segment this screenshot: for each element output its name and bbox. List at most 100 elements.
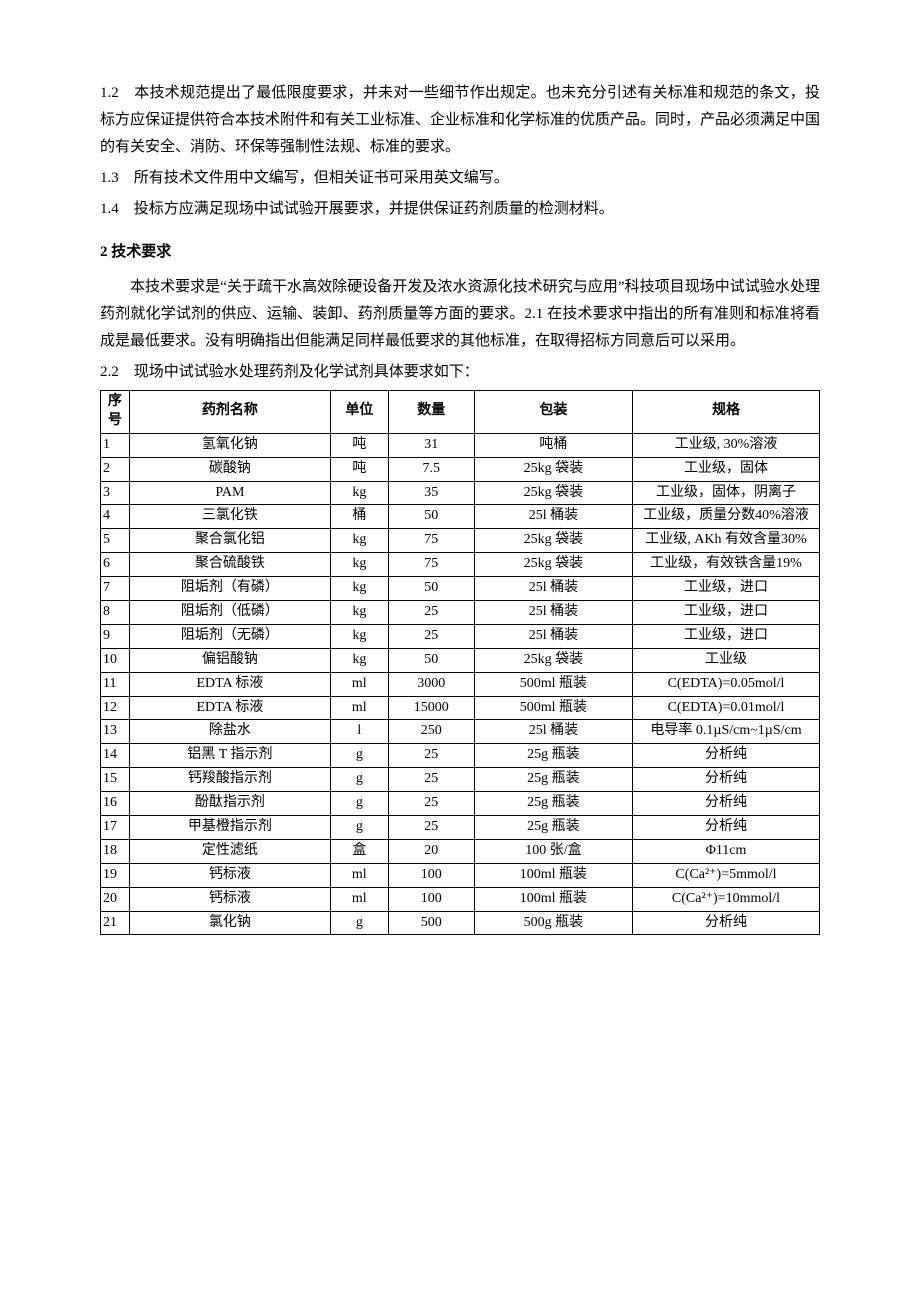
table-row: 16酚酞指示剂g2525g 瓶装分析纯: [101, 792, 820, 816]
cell-name: 钙羧酸指示剂: [129, 768, 330, 792]
cell-no: 18: [101, 839, 130, 863]
cell-qty: 35: [388, 481, 474, 505]
table-row: 3PAMkg3525kg 袋装工业级，固体，阴离子: [101, 481, 820, 505]
cell-qty: 25: [388, 744, 474, 768]
cell-spec: 工业级, 30%溶液: [633, 433, 820, 457]
table-body: 1氢氧化钠吨31吨桶工业级, 30%溶液2碳酸钠吨7.525kg 袋装工业级，固…: [101, 433, 820, 935]
cell-pack: 25kg 袋装: [474, 457, 632, 481]
table-row: 4三氯化铁桶5025l 桶装工业级，质量分数40%溶液: [101, 505, 820, 529]
cell-qty: 500: [388, 911, 474, 935]
cell-qty: 15000: [388, 696, 474, 720]
cell-spec: 分析纯: [633, 911, 820, 935]
cell-name: 定性滤纸: [129, 839, 330, 863]
cell-spec: C(EDTA)=0.01mol/l: [633, 696, 820, 720]
cell-no: 16: [101, 792, 130, 816]
cell-qty: 25: [388, 792, 474, 816]
cell-spec: 分析纯: [633, 744, 820, 768]
cell-unit: kg: [331, 601, 389, 625]
cell-unit: 吨: [331, 457, 389, 481]
cell-name: 氢氧化钠: [129, 433, 330, 457]
table-row: 14铝黑 T 指示剂g2525g 瓶装分析纯: [101, 744, 820, 768]
cell-unit: ml: [331, 887, 389, 911]
cell-pack: 25g 瓶装: [474, 744, 632, 768]
cell-unit: kg: [331, 553, 389, 577]
cell-unit: kg: [331, 577, 389, 601]
table-row: 17甲基橙指示剂g2525g 瓶装分析纯: [101, 816, 820, 840]
paragraph-1-2: 1.2 本技术规范提出了最低限度要求，并未对一些细节作出规定。也未充分引述有关标…: [100, 80, 820, 161]
paragraph-1-4: 1.4 投标方应满足现场中试试验开展要求，并提供保证药剂质量的检测材料。: [100, 196, 820, 223]
cell-unit: ml: [331, 863, 389, 887]
cell-no: 20: [101, 887, 130, 911]
cell-pack: 100 张/盒: [474, 839, 632, 863]
cell-name: 阻垢剂（无磷）: [129, 624, 330, 648]
table-row: 15钙羧酸指示剂g2525g 瓶装分析纯: [101, 768, 820, 792]
cell-qty: 250: [388, 720, 474, 744]
cell-name: 聚合硫酸铁: [129, 553, 330, 577]
cell-spec: 工业级，固体，阴离子: [633, 481, 820, 505]
cell-qty: 100: [388, 863, 474, 887]
cell-spec: 分析纯: [633, 816, 820, 840]
cell-pack: 25kg 袋装: [474, 553, 632, 577]
cell-pack: 100ml 瓶装: [474, 863, 632, 887]
cell-pack: 吨桶: [474, 433, 632, 457]
cell-name: 阻垢剂（有磷）: [129, 577, 330, 601]
cell-unit: kg: [331, 529, 389, 553]
cell-spec: 电导率 0.1µS/cm~1µS/cm: [633, 720, 820, 744]
table-header-name: 药剂名称: [129, 391, 330, 434]
table-header-pack: 包装: [474, 391, 632, 434]
cell-name: 阻垢剂（低磷）: [129, 601, 330, 625]
cell-no: 10: [101, 648, 130, 672]
cell-unit: 桶: [331, 505, 389, 529]
cell-qty: 75: [388, 553, 474, 577]
cell-name: 铝黑 T 指示剂: [129, 744, 330, 768]
cell-qty: 20: [388, 839, 474, 863]
table-row: 1氢氧化钠吨31吨桶工业级, 30%溶液: [101, 433, 820, 457]
cell-spec: 工业级, AKh 有效含量30%: [633, 529, 820, 553]
table-row: 8阻垢剂（低磷）kg2525l 桶装工业级，进口: [101, 601, 820, 625]
cell-name: EDTA 标液: [129, 672, 330, 696]
cell-qty: 31: [388, 433, 474, 457]
cell-no: 8: [101, 601, 130, 625]
cell-no: 15: [101, 768, 130, 792]
cell-no: 7: [101, 577, 130, 601]
cell-qty: 50: [388, 505, 474, 529]
cell-no: 13: [101, 720, 130, 744]
table-header-no: 序号: [101, 391, 130, 434]
cell-qty: 50: [388, 648, 474, 672]
cell-spec: C(EDTA)=0.05mol/l: [633, 672, 820, 696]
cell-no: 1: [101, 433, 130, 457]
cell-unit: ml: [331, 696, 389, 720]
cell-qty: 25: [388, 624, 474, 648]
cell-no: 9: [101, 624, 130, 648]
cell-unit: g: [331, 792, 389, 816]
cell-pack: 25g 瓶装: [474, 768, 632, 792]
cell-name: 偏铝酸钠: [129, 648, 330, 672]
table-header-spec: 规格: [633, 391, 820, 434]
cell-name: 氯化钠: [129, 911, 330, 935]
cell-unit: kg: [331, 624, 389, 648]
cell-spec: Φ11cm: [633, 839, 820, 863]
table-row: 20钙标液ml100100ml 瓶装C(Ca²⁺)=10mmol/l: [101, 887, 820, 911]
table-row: 13除盐水l25025l 桶装电导率 0.1µS/cm~1µS/cm: [101, 720, 820, 744]
cell-name: PAM: [129, 481, 330, 505]
cell-spec: C(Ca²⁺)=5mmol/l: [633, 863, 820, 887]
cell-qty: 50: [388, 577, 474, 601]
cell-pack: 500ml 瓶装: [474, 696, 632, 720]
cell-qty: 7.5: [388, 457, 474, 481]
cell-spec: C(Ca²⁺)=10mmol/l: [633, 887, 820, 911]
table-row: 9阻垢剂（无磷）kg2525l 桶装工业级，进口: [101, 624, 820, 648]
cell-spec: 工业级，有效铁含量19%: [633, 553, 820, 577]
cell-no: 5: [101, 529, 130, 553]
cell-unit: g: [331, 816, 389, 840]
cell-spec: 工业级，进口: [633, 601, 820, 625]
cell-qty: 100: [388, 887, 474, 911]
cell-pack: 25g 瓶装: [474, 792, 632, 816]
cell-name: 聚合氯化铝: [129, 529, 330, 553]
cell-no: 6: [101, 553, 130, 577]
cell-spec: 分析纯: [633, 792, 820, 816]
table-row: 10偏铝酸钠kg5025kg 袋装工业级: [101, 648, 820, 672]
cell-name: EDTA 标液: [129, 696, 330, 720]
cell-no: 4: [101, 505, 130, 529]
reagent-table: 序号 药剂名称 单位 数量 包装 规格 1氢氧化钠吨31吨桶工业级, 30%溶液…: [100, 390, 820, 935]
cell-unit: g: [331, 768, 389, 792]
